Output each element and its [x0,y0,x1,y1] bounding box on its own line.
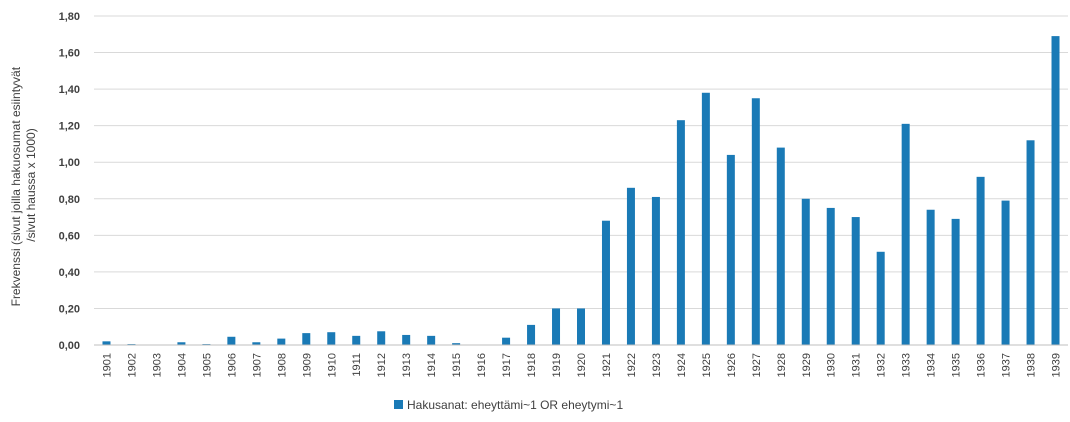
bar-1919 [552,308,561,345]
x-tick-label: 1932 [876,353,888,377]
bar-1914 [427,335,436,345]
x-tick-label: 1925 [701,353,713,377]
legend: Hakusanat: eheyttämi~1 OR eheytymi~1 [394,398,623,412]
x-tick-label: 1923 [651,353,663,377]
x-tick-label: 1921 [601,353,613,377]
bar-1923 [651,196,660,345]
gridlines [94,15,1068,309]
y-tick-label: 0,80 [59,194,80,206]
bar-1934 [926,209,935,345]
bar-1901 [102,341,111,345]
x-tick-label: 1908 [276,353,288,377]
x-tick-label: 1939 [1051,353,1063,377]
x-tick-label: 1924 [676,353,688,377]
bar-1933 [901,123,910,345]
x-tick-label: 1926 [726,353,738,377]
bar-1904 [177,342,186,345]
x-tick-label: 1912 [376,353,388,377]
legend-label: Hakusanat: eheyttämi~1 OR eheytymi~1 [407,398,623,412]
bar-1909 [302,333,311,345]
x-tick-label: 1929 [801,353,813,377]
x-tick-label: 1911 [351,353,363,377]
bar-1911 [352,335,361,345]
bar-1915 [452,343,461,345]
x-tick-label: 1904 [176,353,188,377]
y-axis-label-line-2: /sivut haussa x 1000) [24,128,38,241]
y-tick-label: 0,60 [59,230,80,242]
x-tick-label: 1919 [551,353,563,377]
bar-1912 [377,331,386,345]
bar-1932 [876,251,885,345]
bar-1920 [577,308,585,345]
x-tick-label: 1903 [151,353,163,377]
x-tick-label: 1933 [901,353,913,377]
bar-1907 [252,342,261,345]
bar-1926 [726,154,735,345]
bar-1928 [776,147,785,345]
bar-1906 [227,336,236,345]
bar-1922 [626,187,635,345]
bar-1924 [676,120,685,345]
x-tick-label: 1907 [251,353,263,377]
y-tick-label: 1,00 [59,157,80,169]
x-tick-label: 1931 [851,353,863,377]
bar-1927 [751,98,760,345]
x-tick-label: 1930 [826,353,838,377]
bars [102,36,1060,346]
x-tick-label: 1913 [401,353,413,377]
bar-1935 [951,218,960,345]
bar-1917 [502,337,511,345]
x-tick-label: 1902 [126,353,138,377]
x-tick-labels: 1901 1902 1903 1904 1905 1906 1907 1908 1909 1910… [101,353,1062,377]
bar-1930 [826,207,835,345]
y-tick-label: 0,40 [59,267,80,279]
x-tick-label: 1937 [1001,353,1013,377]
bar-1913 [402,334,411,345]
y-axis-label-line-1: Frekvenssi (sivut joilla hakuosumat esii… [9,66,23,306]
bar-1918 [527,324,536,345]
y-tick-label: 0,20 [59,303,80,315]
y-tick-label: 1,60 [59,48,80,60]
legend-swatch [394,400,403,409]
bar-1939 [1051,36,1060,345]
bar-1908 [277,338,286,345]
x-tick-label: 1936 [976,353,988,377]
y-tick-label: 0,00 [59,340,80,352]
x-tick-label: 1935 [951,353,963,377]
y-tick-label: 1,20 [59,121,80,133]
x-tick-label: 1934 [926,353,938,377]
y-tick-label: 1,80 [59,11,80,23]
bar-1925 [701,92,710,346]
y-tick-labels: 0,00 0,20 0,40 0,60 0,80 1,00 1,20 1,40 1,60 1,80 [59,11,80,352]
x-tick-label: 1906 [226,353,238,377]
y-tick-label: 1,40 [59,84,80,96]
bar-1921 [601,220,610,345]
x-tick-label: 1914 [426,353,438,377]
bar-1936 [976,176,985,345]
bar-1937 [1001,200,1010,345]
x-tick-label: 1922 [626,353,638,377]
y-axis-label: Frekvenssi (sivut joilla hakuosumat esii… [9,64,38,307]
x-tick-label: 1915 [451,353,463,377]
x-tick-label: 1901 [101,353,113,377]
x-tick-label: 1910 [326,353,338,377]
x-tick-label: 1928 [776,353,788,377]
bar-1931 [851,217,860,345]
x-tick-label: 1918 [526,353,538,377]
x-tick-label: 1927 [751,353,763,377]
bar-1929 [801,198,810,345]
x-tick-label: 1909 [301,353,313,377]
x-tick-label: 1938 [1026,353,1038,377]
x-tick-label: 1917 [501,353,513,377]
bar-1938 [1026,140,1035,345]
x-tick-label: 1905 [201,353,213,377]
bar-1910 [327,332,336,345]
x-tick-label: 1916 [476,353,488,377]
x-tick-label: 1920 [576,353,588,377]
